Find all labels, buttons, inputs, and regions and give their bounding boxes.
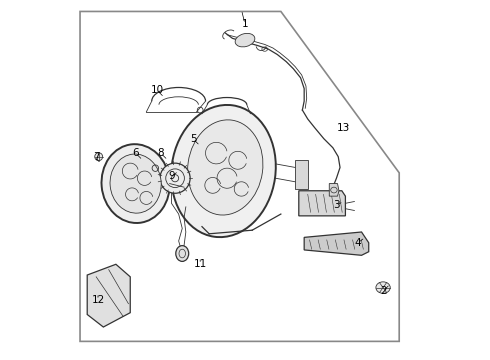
Text: 11: 11 <box>194 259 207 269</box>
Ellipse shape <box>188 120 263 215</box>
Text: 9: 9 <box>168 171 175 181</box>
Text: 10: 10 <box>150 85 164 95</box>
Polygon shape <box>304 232 368 255</box>
Text: 7: 7 <box>93 152 99 162</box>
Text: 6: 6 <box>132 148 139 158</box>
Ellipse shape <box>235 33 255 47</box>
Ellipse shape <box>171 105 276 237</box>
Ellipse shape <box>101 144 170 223</box>
Polygon shape <box>299 191 345 216</box>
Polygon shape <box>87 264 130 327</box>
Text: 8: 8 <box>157 148 164 158</box>
Ellipse shape <box>176 246 189 261</box>
Text: 13: 13 <box>337 123 350 133</box>
Text: 4: 4 <box>355 238 361 248</box>
Text: 12: 12 <box>91 295 104 305</box>
Ellipse shape <box>160 163 190 193</box>
Text: 3: 3 <box>333 200 340 210</box>
Polygon shape <box>295 160 308 189</box>
Text: 5: 5 <box>190 134 196 144</box>
Text: 2: 2 <box>380 286 387 296</box>
Polygon shape <box>329 184 339 196</box>
Ellipse shape <box>95 153 102 161</box>
Ellipse shape <box>110 154 161 213</box>
Text: 1: 1 <box>242 19 248 29</box>
Ellipse shape <box>376 282 390 293</box>
